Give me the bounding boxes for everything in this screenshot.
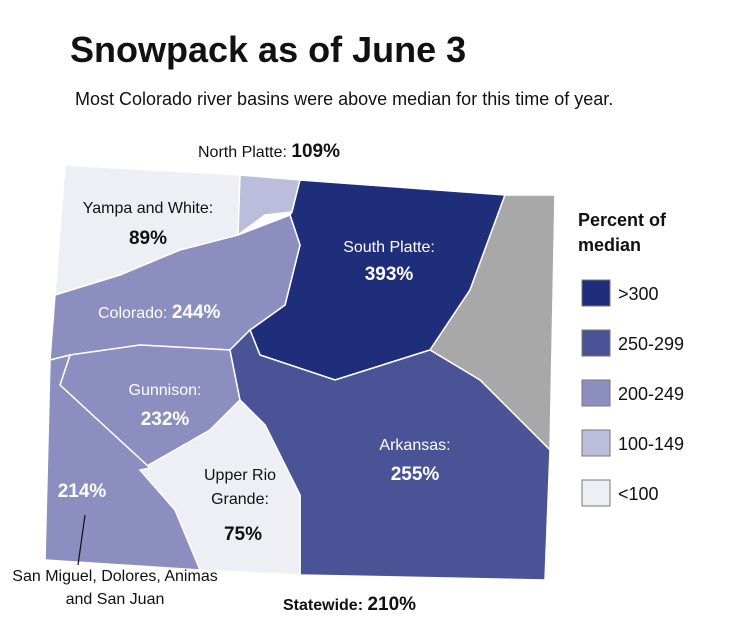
region-name: Colorado: — [98, 305, 167, 322]
legend-swatch — [581, 429, 611, 457]
legend-label: 250-299 — [618, 334, 684, 354]
region-value: 89% — [129, 228, 167, 249]
label-wrap: San Miguel, Dolores, Animas and San Juan — [12, 568, 218, 608]
leader-line — [77, 514, 86, 566]
legend-label: <100 — [618, 484, 659, 504]
statewide-value: 210% — [367, 594, 416, 615]
legend-swatch — [581, 279, 611, 307]
region-value: 232% — [141, 409, 190, 430]
legend: >300 250-299 200-249 100-149 <100 — [581, 279, 684, 507]
region-value: 75% — [224, 524, 262, 545]
map — [44, 164, 556, 581]
region-name: Arkansas: — [379, 437, 450, 454]
region-name: Yampa and White: — [83, 200, 213, 217]
region-value: 214% — [58, 481, 107, 502]
label-north-platte: North Platte: 109% — [198, 141, 340, 162]
region-name: San Miguel, Dolores, Animas and San Juan — [12, 568, 218, 608]
region-value: 244% — [172, 302, 221, 323]
legend-swatch — [581, 479, 611, 507]
region-name: Gunnison: — [129, 382, 202, 399]
statewide-name: Statewide: — [283, 597, 363, 614]
title: Snowpack as of June 3 — [70, 29, 466, 70]
label-statewide: Statewide: 210% — [283, 594, 416, 615]
label-colorado: Colorado: 244% — [98, 302, 221, 323]
region-value: 393% — [365, 264, 414, 285]
label-wrap: Upper Rio Grande: — [203, 467, 277, 508]
legend-label: 200-249 — [618, 384, 684, 404]
region-san-miguel — [44, 353, 202, 571]
region-name: North Platte: — [198, 144, 287, 161]
region-north-platte — [237, 174, 301, 237]
legend-title-wrap: Percent of median — [578, 210, 667, 255]
legend-label: >300 — [618, 284, 659, 304]
legend-swatch — [581, 379, 611, 407]
legend-swatch — [581, 329, 611, 357]
subtitle: Most Colorado river basins were above me… — [75, 89, 613, 109]
legend-title: Percent of median — [578, 210, 667, 255]
region-value: 255% — [391, 464, 440, 485]
legend-label: 100-149 — [618, 434, 684, 454]
region-name: South Platte: — [343, 239, 435, 256]
region-value: 109% — [291, 141, 340, 162]
region-name: Upper Rio Grande: — [203, 467, 277, 508]
